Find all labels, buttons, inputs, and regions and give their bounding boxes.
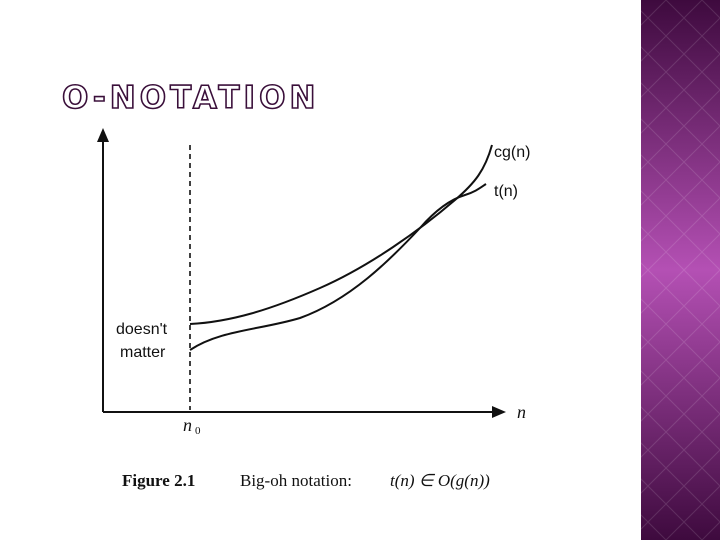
threshold-subscript: 0 <box>195 425 201 437</box>
caption-formula: t(n) ∈ O(g(n)) <box>390 471 490 490</box>
x-axis-label: n <box>517 402 526 422</box>
caption-label: Figure 2.1 <box>122 471 195 490</box>
curve-label: t(n) <box>494 183 518 200</box>
t-curve <box>189 183 487 351</box>
y-axis-arrow <box>97 128 109 142</box>
cg-curve <box>189 144 493 325</box>
x-axis-arrow <box>492 406 506 418</box>
caption-text: Big-oh notation: <box>240 471 352 490</box>
side-panel-pattern <box>641 0 720 540</box>
region-label: doesn't <box>116 321 168 338</box>
curve-label: cg(n) <box>494 144 530 161</box>
threshold-label: n <box>183 415 192 435</box>
slide-title: O-NOTATION <box>62 80 319 116</box>
region-label: matter <box>120 344 166 361</box>
